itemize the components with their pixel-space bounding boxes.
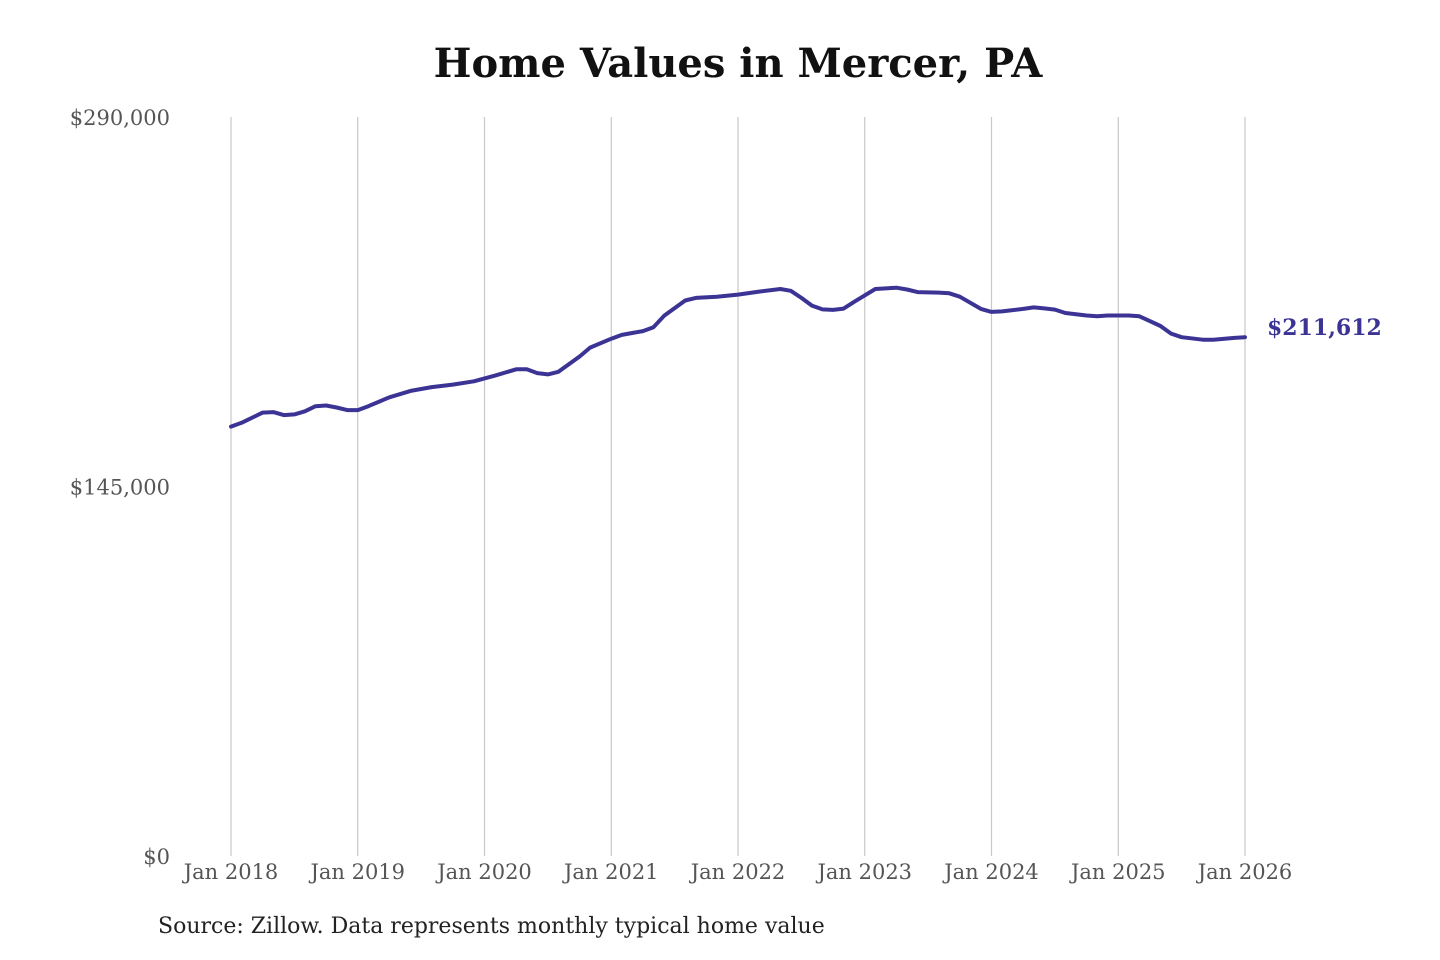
gridlines (230, 117, 1246, 856)
x-tick-label: Jan 2026 (1196, 860, 1293, 884)
x-tick-label: Jan 2024 (942, 860, 1039, 884)
x-tick-label: Jan 2018 (182, 860, 279, 884)
x-tick-label: Jan 2021 (562, 860, 659, 884)
source-note: Source: Zillow. Data represents monthly … (158, 914, 825, 939)
home-value-line (229, 285, 1247, 429)
y-tick-label: $0 (143, 845, 170, 869)
y-tick-label: $290,000 (70, 106, 170, 130)
y-tick-label: $145,000 (70, 476, 170, 500)
x-tick-label: Jan 2023 (815, 860, 912, 884)
x-axis-ticks: Jan 2018 Jan 2019 Jan 2020 Jan 2021 Jan 2022… (182, 860, 1293, 884)
chart-title: Home Values in Mercer, PA (433, 40, 1043, 87)
y-axis-ticks: $290,000 $145,000 $0 (70, 106, 170, 869)
x-tick-label: Jan 2022 (689, 860, 786, 884)
latest-value-label: $211,612 (1267, 315, 1382, 341)
x-tick-label: Jan 2025 (1069, 860, 1166, 884)
x-tick-label: Jan 2020 (435, 860, 532, 884)
x-tick-label: Jan 2019 (308, 860, 405, 884)
